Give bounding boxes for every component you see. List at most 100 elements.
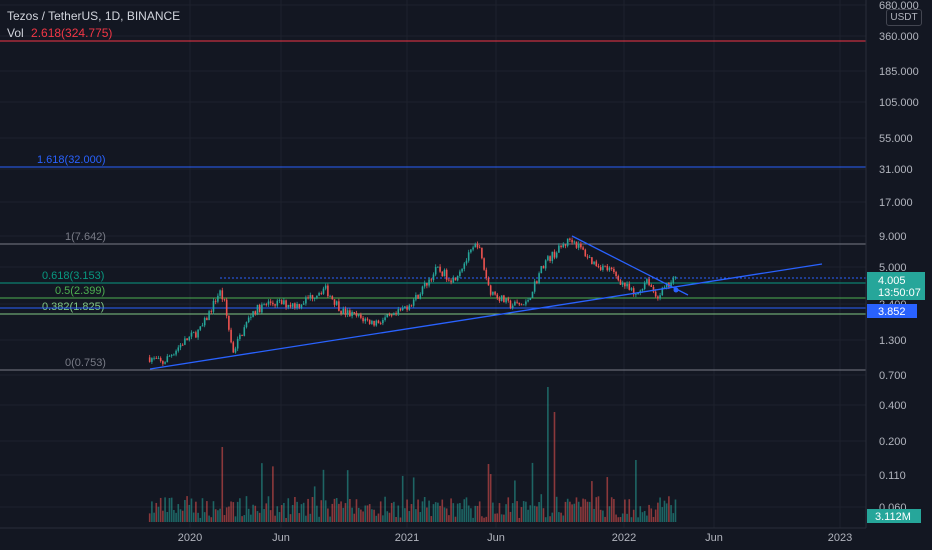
resistance-trendline[interactable]	[571, 235, 689, 296]
volume-bar	[252, 504, 254, 522]
candle-body	[573, 241, 576, 243]
candle-body	[437, 266, 439, 268]
volume-bar	[670, 505, 672, 522]
volume-bar	[582, 498, 584, 522]
candle-body	[278, 300, 281, 302]
volume-bar	[454, 516, 457, 522]
candle-body	[322, 288, 325, 294]
candle-body	[212, 300, 215, 312]
volume-bar	[459, 503, 461, 522]
volume-bar	[324, 500, 327, 522]
volume-bar	[652, 516, 655, 522]
volume-bar	[586, 501, 589, 522]
volume-bar	[210, 517, 213, 522]
volume-bar	[654, 509, 657, 522]
time-scale[interactable]: 2020 Jun 2021 Jun 2022 Jun 2023	[178, 532, 852, 544]
volume-bar	[522, 501, 525, 522]
volume-bar	[439, 505, 441, 522]
volume-bar	[564, 501, 567, 522]
volume-bar	[591, 481, 593, 522]
volume-bar	[509, 511, 512, 522]
price-scale-label: 31.000	[879, 164, 913, 176]
volume-bar	[674, 499, 677, 522]
volume-bar	[166, 511, 169, 522]
candle-body	[373, 320, 375, 326]
candle-body	[353, 312, 356, 313]
volume-bar	[267, 496, 270, 522]
candle-body	[553, 251, 556, 258]
candle-body	[214, 300, 217, 302]
volume-bar	[474, 505, 477, 522]
candle-body	[346, 310, 349, 315]
candle-body	[459, 271, 461, 276]
volume-bar	[353, 513, 356, 522]
candle-body	[355, 313, 358, 316]
candle-body	[258, 304, 261, 313]
candle-body	[412, 299, 415, 306]
volume-bar	[302, 502, 305, 522]
trendline-anchor-handle[interactable]	[673, 287, 679, 293]
candle-body	[637, 292, 639, 295]
countdown-value: 13:50:07	[878, 287, 921, 299]
volume-bar	[153, 512, 155, 522]
candle-body	[241, 334, 243, 336]
candle-body	[276, 300, 279, 306]
candle-body	[641, 288, 644, 291]
candle-body	[305, 297, 307, 304]
candle-body	[313, 298, 316, 299]
volume-bar	[630, 517, 633, 522]
volume-bar	[274, 515, 276, 522]
volume-bar	[322, 469, 325, 522]
candle-body	[186, 338, 188, 341]
price-scale[interactable]: 680.000360.000185.000105.00055.00031.000…	[879, 0, 919, 514]
currency-button[interactable]: USDT	[886, 9, 922, 26]
candle-body	[287, 304, 290, 308]
candle-body	[342, 308, 345, 314]
trendlines[interactable]	[149, 235, 823, 370]
volume-bar	[203, 512, 206, 522]
volume-bar	[665, 503, 668, 522]
candle-body	[533, 281, 536, 292]
candle-body	[445, 269, 448, 280]
volume-bar	[346, 470, 349, 522]
volume-bar	[395, 516, 397, 522]
symbol-title[interactable]: Tezos / TetherUS, 1D, BINANCE	[7, 9, 181, 23]
candle-body	[421, 286, 424, 295]
volume-bar	[569, 501, 571, 522]
candle-body	[562, 244, 565, 248]
candle-body	[280, 300, 283, 305]
volume-bar	[555, 496, 558, 522]
volume-bar	[485, 516, 488, 522]
candle-body	[335, 301, 338, 305]
candle-body	[406, 306, 408, 310]
support-trendline[interactable]	[149, 263, 823, 370]
candle-body	[498, 298, 501, 301]
candle-body	[652, 286, 655, 292]
candle-body	[489, 285, 492, 295]
volume-bar	[514, 480, 516, 522]
candle-body	[382, 320, 384, 324]
volume-bar	[272, 466, 274, 522]
fib-level-label: 1.618(32.000)	[37, 154, 106, 166]
candle-body	[184, 338, 186, 345]
volume-bar	[529, 505, 532, 522]
candle-body	[291, 303, 294, 307]
fibonacci-retracement-levels[interactable]: 1.618(32.000) 1(7.642) 0.618(3.153) 0.5(2.3…	[0, 40, 866, 371]
volume-bar	[632, 509, 635, 522]
candle-body	[267, 301, 270, 305]
candle-body	[599, 267, 602, 270]
volume-bar	[538, 502, 540, 522]
volume-bar	[234, 516, 237, 522]
candle-body	[558, 245, 560, 253]
volume-bar	[606, 477, 609, 522]
candle-body	[434, 266, 437, 275]
volume-bar	[331, 503, 334, 522]
volume-bar	[544, 517, 547, 522]
candle-body	[311, 295, 314, 299]
candle-body	[630, 288, 633, 290]
volume-bar	[162, 510, 164, 522]
volume-bar	[672, 513, 675, 522]
candle-body	[272, 302, 274, 305]
volume-bar	[626, 513, 628, 522]
